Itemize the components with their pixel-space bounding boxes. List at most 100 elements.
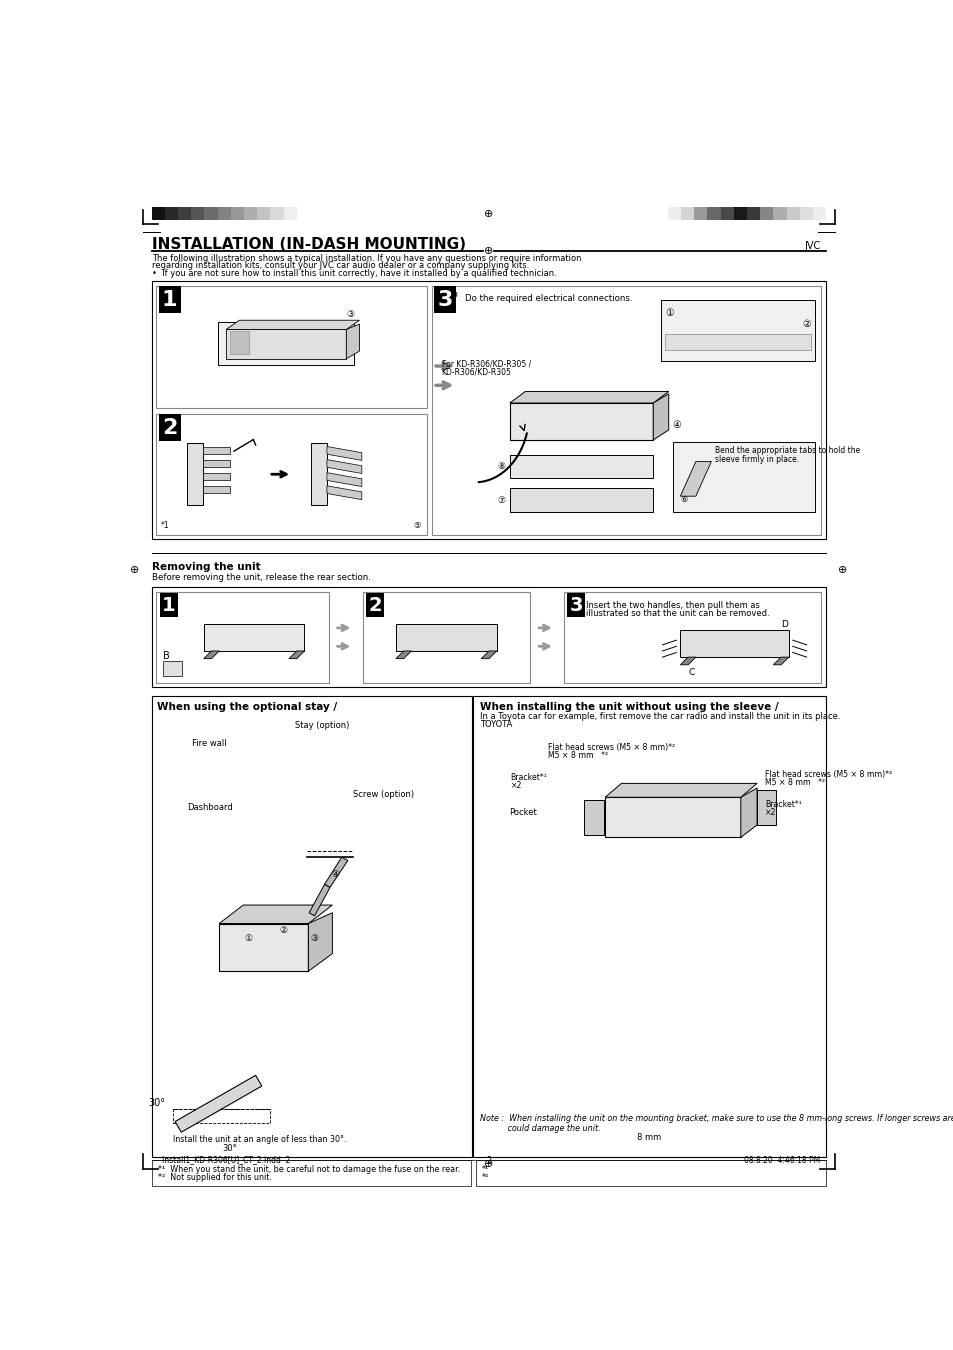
Text: 3: 3 xyxy=(569,595,582,614)
Bar xyxy=(156,414,427,535)
Text: 1: 1 xyxy=(162,290,177,309)
Polygon shape xyxy=(327,486,361,500)
Bar xyxy=(165,208,178,220)
Bar xyxy=(152,281,825,539)
Text: In a Toyota car for example, first remove the car radio and install the unit in : In a Toyota car for example, first remov… xyxy=(479,711,840,721)
Text: M5 × 8 mm   *²: M5 × 8 mm *² xyxy=(547,751,607,760)
Text: When installing the unit without using the sleeve /: When installing the unit without using t… xyxy=(479,702,778,711)
Polygon shape xyxy=(604,783,757,798)
Bar xyxy=(244,208,257,220)
Bar xyxy=(156,286,427,409)
Bar xyxy=(473,697,825,1157)
Polygon shape xyxy=(740,788,757,837)
Bar xyxy=(296,208,310,220)
Text: *¹: *¹ xyxy=(481,1165,489,1173)
Text: C: C xyxy=(688,668,695,676)
Polygon shape xyxy=(219,904,332,923)
Polygon shape xyxy=(509,392,668,404)
Text: Bend the appropriate tabs to hold the: Bend the appropriate tabs to hold the xyxy=(715,446,860,455)
Bar xyxy=(219,923,308,971)
Text: 30°: 30° xyxy=(149,1098,166,1108)
Bar xyxy=(162,662,182,676)
Text: 08.8.20  4:46:18 PM: 08.8.20 4:46:18 PM xyxy=(743,1156,820,1165)
Bar xyxy=(799,208,812,220)
Bar xyxy=(680,208,694,220)
Bar xyxy=(660,300,815,362)
Text: Flat head screws (M5 × 8 mm)*²: Flat head screws (M5 × 8 mm)*² xyxy=(547,743,674,752)
Bar xyxy=(204,624,304,651)
Text: 2: 2 xyxy=(162,417,177,437)
Bar xyxy=(509,404,653,440)
Polygon shape xyxy=(308,913,332,971)
Bar xyxy=(672,443,815,512)
Text: ⊕: ⊕ xyxy=(484,1160,493,1169)
Text: ×2: ×2 xyxy=(510,782,521,790)
Polygon shape xyxy=(327,447,361,460)
Text: Install1_KD-R306[U]_CT_2.indd  2: Install1_KD-R306[U]_CT_2.indd 2 xyxy=(162,1156,290,1165)
Text: ⑤: ⑤ xyxy=(413,521,420,531)
Bar xyxy=(204,208,217,220)
Bar xyxy=(432,286,821,535)
Polygon shape xyxy=(327,472,361,486)
Bar xyxy=(152,697,472,1157)
Polygon shape xyxy=(324,857,348,887)
Bar xyxy=(509,455,653,478)
Polygon shape xyxy=(204,651,219,659)
Text: *²  Not supplied for this unit.: *² Not supplied for this unit. xyxy=(158,1173,272,1183)
Text: ⑧: ⑧ xyxy=(497,463,505,471)
Bar xyxy=(812,208,825,220)
Bar xyxy=(192,208,204,220)
Bar xyxy=(746,208,760,220)
Text: ⑦: ⑦ xyxy=(497,495,505,505)
Text: Note :  When installing the unit on the mounting bracket, make sure to use the 8: Note : When installing the unit on the m… xyxy=(479,1115,953,1123)
Text: Screw (option): Screw (option) xyxy=(353,790,414,799)
Text: 2: 2 xyxy=(486,1156,491,1165)
Text: *1: *1 xyxy=(161,521,170,531)
Bar xyxy=(785,208,799,220)
Text: Before removing the unit, release the rear section.: Before removing the unit, release the re… xyxy=(152,574,371,582)
Text: *²: *² xyxy=(481,1173,489,1183)
Bar xyxy=(270,208,283,220)
Text: ⊕: ⊕ xyxy=(449,290,458,300)
Bar xyxy=(362,591,530,683)
Bar xyxy=(664,335,810,350)
Text: B: B xyxy=(162,651,170,660)
Text: 2: 2 xyxy=(368,595,381,614)
Text: ②: ② xyxy=(801,319,810,329)
Polygon shape xyxy=(309,884,330,915)
Polygon shape xyxy=(480,651,497,659)
Text: Stay (option): Stay (option) xyxy=(294,721,349,730)
Text: ①: ① xyxy=(244,934,253,942)
Text: Bracket*¹: Bracket*¹ xyxy=(510,774,547,783)
Text: KD-R306/KD-R305: KD-R306/KD-R305 xyxy=(441,367,511,377)
Text: •  If you are not sure how to install this unit correctly, have it installed by : • If you are not sure how to install thi… xyxy=(152,269,556,278)
Polygon shape xyxy=(226,320,359,329)
Text: TOYOTA: TOYOTA xyxy=(479,721,512,729)
Polygon shape xyxy=(679,462,711,497)
Text: regarding installation kits, consult your JVC car audio dealer or a company supp: regarding installation kits, consult you… xyxy=(152,262,529,270)
Polygon shape xyxy=(653,394,668,440)
Text: ⑥: ⑥ xyxy=(679,495,687,504)
Text: ⊕: ⊕ xyxy=(130,566,139,575)
Bar xyxy=(733,208,746,220)
Bar xyxy=(152,208,165,220)
Bar xyxy=(757,790,776,825)
Text: For KD-R306/KD-R305 /: For KD-R306/KD-R305 / xyxy=(441,359,530,369)
Text: M5 × 8 mm   *²: M5 × 8 mm *² xyxy=(764,778,824,787)
Bar xyxy=(156,591,328,683)
Bar xyxy=(283,208,296,220)
Polygon shape xyxy=(203,459,230,467)
Text: When using the optional stay /: When using the optional stay / xyxy=(157,702,337,711)
Bar xyxy=(694,208,707,220)
Text: ⊕: ⊕ xyxy=(838,566,847,575)
Bar xyxy=(679,630,788,657)
Text: ×2: ×2 xyxy=(764,809,776,817)
Text: could damage the unit.: could damage the unit. xyxy=(479,1123,599,1133)
Text: ②: ② xyxy=(279,926,287,936)
Polygon shape xyxy=(203,447,230,454)
Bar xyxy=(173,1110,270,1123)
Text: sleeve firmly in place.: sleeve firmly in place. xyxy=(715,455,799,463)
Bar xyxy=(583,799,603,836)
Text: Removing the unit: Removing the unit xyxy=(152,563,260,572)
Bar xyxy=(667,208,680,220)
